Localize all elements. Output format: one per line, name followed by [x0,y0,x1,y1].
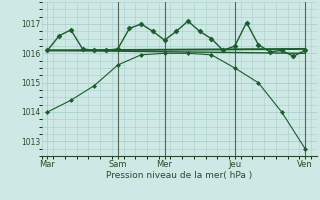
X-axis label: Pression niveau de la mer( hPa ): Pression niveau de la mer( hPa ) [106,171,252,180]
